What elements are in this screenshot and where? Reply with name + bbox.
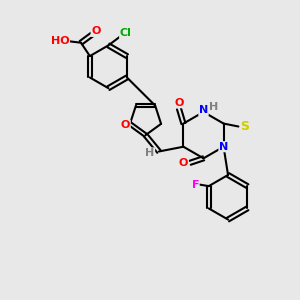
Text: O: O — [91, 26, 101, 36]
Text: Cl: Cl — [120, 28, 132, 38]
Text: F: F — [192, 180, 199, 190]
Text: S: S — [241, 120, 250, 133]
Text: O: O — [174, 98, 184, 108]
Text: H: H — [146, 148, 154, 158]
Text: O: O — [179, 158, 188, 168]
Text: N: N — [199, 106, 208, 116]
Text: N: N — [219, 142, 228, 152]
Text: H: H — [209, 103, 218, 112]
Text: HO: HO — [51, 36, 69, 46]
Text: O: O — [121, 120, 130, 130]
